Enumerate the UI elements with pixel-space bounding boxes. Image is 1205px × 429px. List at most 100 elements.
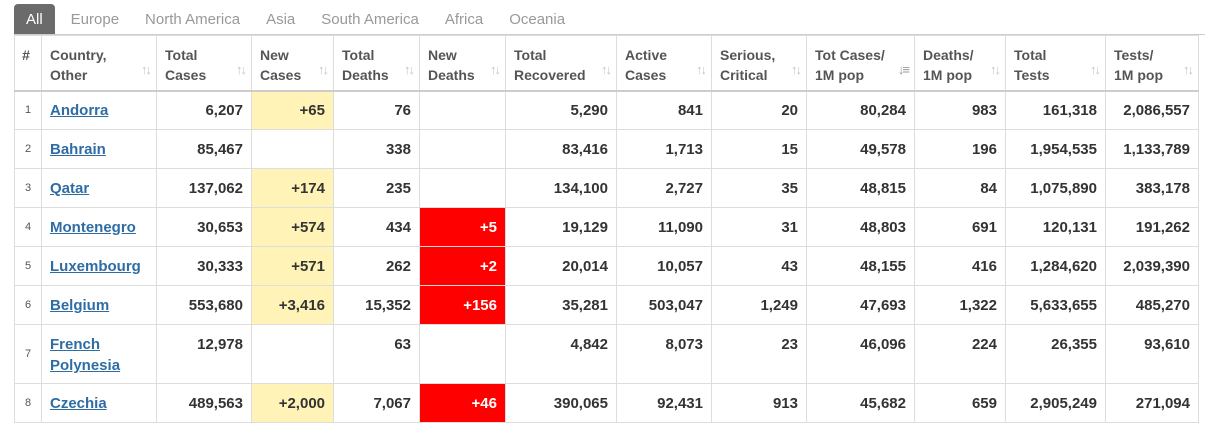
sort-icon[interactable]: ↑↓ (318, 61, 329, 77)
cell-active-cases: 1,713 (616, 129, 712, 169)
country-link[interactable]: Czechia (50, 394, 107, 412)
cell-total-recovered: 83,416 (505, 129, 617, 169)
cell-new-cases (251, 324, 334, 384)
cell-total-tests: 2,905,249 (1005, 383, 1106, 423)
cell-active-cases: 503,047 (616, 285, 712, 325)
column-header-label-line2: Recovered (514, 67, 586, 83)
column-header-label-line1: Tot Cases/ (815, 47, 885, 63)
sort-icon[interactable]: ↑↓ (404, 61, 415, 77)
cell-country: Czechia (41, 383, 157, 423)
sort-icon[interactable]: ↑↓ (601, 61, 612, 77)
table-row: 6 Belgium 553,680 +3,416 15,352 +156 35,281 503… (14, 285, 1199, 325)
cell-deaths-per-1m: 224 (914, 324, 1006, 384)
country-link[interactable]: Luxembourg (50, 257, 141, 275)
cell-total-deaths: 7,067 (333, 383, 420, 423)
country-link[interactable]: Qatar (50, 179, 90, 197)
cell-deaths-per-1m: 416 (914, 246, 1006, 286)
cell-tests-per-1m: 271,094 (1105, 383, 1199, 423)
cell-active-cases: 2,727 (616, 168, 712, 208)
column-header-label-line1: Tests/ (1114, 47, 1154, 63)
cell-active-cases: 11,090 (616, 207, 712, 247)
covid-table-container: # Country, Other ↑↓ Total Cases ↑↓ New Cases ↑↓ To… (14, 34, 1205, 429)
cell-country: Luxembourg (41, 246, 157, 286)
column-header-total-deaths[interactable]: Total Deaths ↑↓ (333, 35, 420, 92)
column-header-country[interactable]: Country, Other ↑↓ (41, 35, 157, 92)
cell-total-cases: 553,680 (156, 285, 252, 325)
cell-country: French Polynesia (41, 324, 157, 384)
column-header-label-line2: Deaths (342, 67, 389, 83)
cell-deaths-per-1m: 84 (914, 168, 1006, 208)
cell-new-deaths (419, 90, 506, 130)
cell-total-tests: 5,633,655 (1005, 285, 1106, 325)
tab-north-america[interactable]: North America (145, 10, 241, 28)
column-header-new-cases[interactable]: New Cases ↑↓ (251, 35, 334, 92)
cell-cases-per-1m: 80,284 (806, 90, 915, 130)
column-header-total-cases[interactable]: Total Cases ↑↓ (156, 35, 252, 92)
column-header-tests-per-1m[interactable]: Tests/1M pop ↑↓ (1105, 35, 1199, 92)
sort-icon[interactable]: ↑↓ (1090, 61, 1101, 77)
column-header-label-line2: Cases (165, 67, 207, 83)
cell-total-cases: 85,467 (156, 129, 252, 169)
cell-total-cases: 6,207 (156, 90, 252, 130)
cell-cases-per-1m: 48,815 (806, 168, 915, 208)
column-header-label-line2: Other (50, 67, 88, 83)
cell-total-deaths: 434 (333, 207, 420, 247)
tab-asia[interactable]: Asia (266, 10, 296, 28)
column-header-total-tests[interactable]: Total Tests ↑↓ (1005, 35, 1106, 92)
tab-europe[interactable]: Europe (70, 10, 120, 28)
sort-desc-icon[interactable]: ↓≡ (897, 61, 910, 77)
cell-tests-per-1m: 93,610 (1105, 324, 1199, 384)
country-link[interactable]: Montenegro (50, 218, 136, 236)
column-header-label-line1: Active (625, 47, 668, 63)
tab-oceania[interactable]: Oceania (509, 10, 566, 28)
sort-icon[interactable]: ↑↓ (990, 61, 1001, 77)
cell-total-recovered: 19,129 (505, 207, 617, 247)
cell-new-deaths (419, 129, 506, 169)
cell-tests-per-1m: 191,262 (1105, 207, 1199, 247)
cell-country: Montenegro (41, 207, 157, 247)
table-body: 1 Andorra 6,207 +65 76 5,290 841 20 80,284 983 161… (14, 90, 1199, 423)
cell-new-deaths: +2 (419, 246, 506, 286)
cell-total-deaths: 63 (333, 324, 420, 384)
cell-new-cases: +574 (251, 207, 334, 247)
sort-icon[interactable]: ↑↓ (236, 61, 247, 77)
sort-icon[interactable]: ↑↓ (141, 61, 152, 77)
sort-icon[interactable]: ↑↓ (696, 61, 707, 77)
region-tabs: All Europe North America Asia South Amer… (14, 4, 581, 34)
cell-country: Bahrain (41, 129, 157, 169)
country-link[interactable]: Belgium (50, 296, 110, 314)
sort-icon[interactable]: ↑↓ (1183, 61, 1194, 77)
cell-deaths-per-1m: 691 (914, 207, 1006, 247)
sort-icon[interactable]: ↑↓ (791, 61, 802, 77)
cell-cases-per-1m: 47,693 (806, 285, 915, 325)
covid-table: # Country, Other ↑↓ Total Cases ↑↓ New Cases ↑↓ To… (14, 35, 1199, 423)
country-link[interactable]: French Polynesia (50, 336, 121, 374)
column-header-total-recovered[interactable]: Total Recovered ↑↓ (505, 35, 617, 92)
cell-rank: 5 (14, 246, 42, 286)
sort-icon[interactable]: ↑↓ (490, 61, 501, 77)
cell-deaths-per-1m: 1,322 (914, 285, 1006, 325)
tab-south-america[interactable]: South America (321, 10, 419, 28)
column-header-serious-critical[interactable]: Serious, Critical ↑↓ (711, 35, 807, 92)
column-header-label-line2: 1M pop (815, 67, 864, 83)
cell-serious: 913 (711, 383, 807, 423)
column-header-rank[interactable]: # (14, 35, 42, 92)
column-header-active-cases[interactable]: Active Cases ↑↓ (616, 35, 712, 92)
table-row: 2 Bahrain 85,467 338 83,416 1,713 15 49,578 196 1… (14, 129, 1199, 169)
cell-rank: 4 (14, 207, 42, 247)
column-header-deaths-per-1m[interactable]: Deaths/1M pop ↑↓ (914, 35, 1006, 92)
cell-total-deaths: 262 (333, 246, 420, 286)
column-header-new-deaths[interactable]: New Deaths ↑↓ (419, 35, 506, 92)
column-header-tot-cases-per-1m[interactable]: Tot Cases/1M pop ↓≡ (806, 35, 915, 92)
cell-total-tests: 1,954,535 (1005, 129, 1106, 169)
column-header-label-line1: New (260, 47, 289, 63)
column-header-label-line2: Deaths (428, 67, 475, 83)
cell-serious: 43 (711, 246, 807, 286)
country-link[interactable]: Andorra (50, 101, 109, 119)
tab-all[interactable]: All (14, 4, 55, 34)
tab-africa[interactable]: Africa (444, 10, 484, 28)
table-row: 8 Czechia 489,563 +2,000 7,067 +46 390,065 92,4… (14, 383, 1199, 423)
cell-total-recovered: 4,842 (505, 324, 617, 384)
country-link[interactable]: Bahrain (50, 140, 106, 158)
cell-total-tests: 161,318 (1005, 90, 1106, 130)
